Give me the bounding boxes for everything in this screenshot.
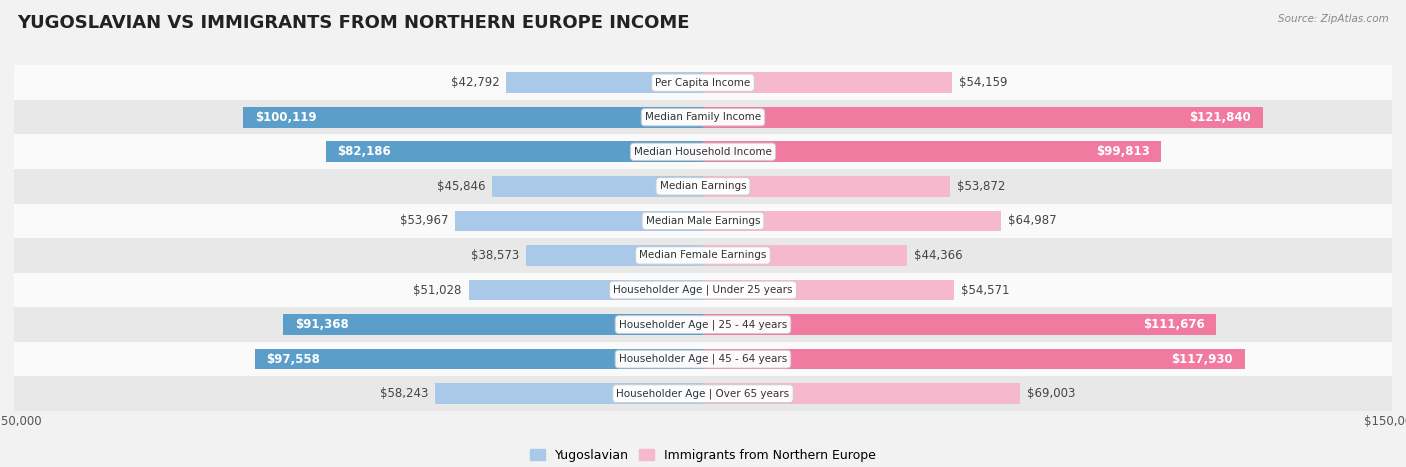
Text: $91,368: $91,368 — [295, 318, 349, 331]
Text: $54,159: $54,159 — [959, 76, 1007, 89]
Bar — [14, 376, 1392, 411]
Text: $45,846: $45,846 — [437, 180, 485, 193]
Text: $38,573: $38,573 — [471, 249, 519, 262]
Bar — [14, 204, 1392, 238]
Text: YUGOSLAVIAN VS IMMIGRANTS FROM NORTHERN EUROPE INCOME: YUGOSLAVIAN VS IMMIGRANTS FROM NORTHERN … — [17, 14, 689, 32]
Text: $121,840: $121,840 — [1189, 111, 1251, 124]
Bar — [14, 100, 1392, 134]
Text: $58,243: $58,243 — [380, 387, 429, 400]
Bar — [14, 307, 1392, 342]
Bar — [326, 142, 703, 162]
Text: $64,987: $64,987 — [1008, 214, 1057, 227]
Bar — [492, 176, 703, 197]
Bar — [14, 134, 1392, 169]
Bar — [14, 65, 1392, 100]
Text: Householder Age | Over 65 years: Householder Age | Over 65 years — [616, 389, 790, 399]
Bar — [14, 273, 1392, 307]
Text: $117,930: $117,930 — [1171, 353, 1233, 366]
Text: $54,571: $54,571 — [960, 283, 1010, 297]
Text: $100,119: $100,119 — [254, 111, 316, 124]
Text: Median Female Earnings: Median Female Earnings — [640, 250, 766, 261]
Text: $51,028: $51,028 — [413, 283, 461, 297]
Bar — [703, 280, 953, 300]
Bar — [703, 107, 1263, 127]
Text: Householder Age | 45 - 64 years: Householder Age | 45 - 64 years — [619, 354, 787, 364]
Bar — [14, 169, 1392, 204]
Text: Median Male Earnings: Median Male Earnings — [645, 216, 761, 226]
Bar — [703, 383, 1019, 404]
Bar — [703, 349, 1244, 369]
Text: $69,003: $69,003 — [1026, 387, 1076, 400]
Bar — [284, 314, 703, 335]
Bar — [703, 314, 1216, 335]
Text: $99,813: $99,813 — [1097, 145, 1150, 158]
Text: $42,792: $42,792 — [451, 76, 499, 89]
Text: Source: ZipAtlas.com: Source: ZipAtlas.com — [1278, 14, 1389, 24]
Text: Median Household Income: Median Household Income — [634, 147, 772, 157]
Bar — [703, 142, 1161, 162]
Text: $97,558: $97,558 — [266, 353, 321, 366]
Bar — [456, 211, 703, 231]
Bar — [506, 72, 703, 93]
Text: $111,676: $111,676 — [1143, 318, 1205, 331]
Text: Householder Age | 25 - 44 years: Householder Age | 25 - 44 years — [619, 319, 787, 330]
Bar — [703, 176, 950, 197]
Bar — [526, 245, 703, 266]
Bar — [703, 72, 952, 93]
Text: Median Earnings: Median Earnings — [659, 181, 747, 191]
Bar — [14, 342, 1392, 376]
Bar — [436, 383, 703, 404]
Bar — [243, 107, 703, 127]
Bar — [14, 238, 1392, 273]
Text: $53,872: $53,872 — [957, 180, 1005, 193]
Legend: Yugoslavian, Immigrants from Northern Europe: Yugoslavian, Immigrants from Northern Eu… — [524, 444, 882, 467]
Bar — [468, 280, 703, 300]
Text: Per Capita Income: Per Capita Income — [655, 78, 751, 88]
Bar — [703, 245, 907, 266]
Text: Householder Age | Under 25 years: Householder Age | Under 25 years — [613, 285, 793, 295]
Bar — [254, 349, 703, 369]
Bar — [703, 211, 1001, 231]
Text: Median Family Income: Median Family Income — [645, 112, 761, 122]
Text: $44,366: $44,366 — [914, 249, 962, 262]
Text: $82,186: $82,186 — [337, 145, 391, 158]
Text: $53,967: $53,967 — [399, 214, 449, 227]
